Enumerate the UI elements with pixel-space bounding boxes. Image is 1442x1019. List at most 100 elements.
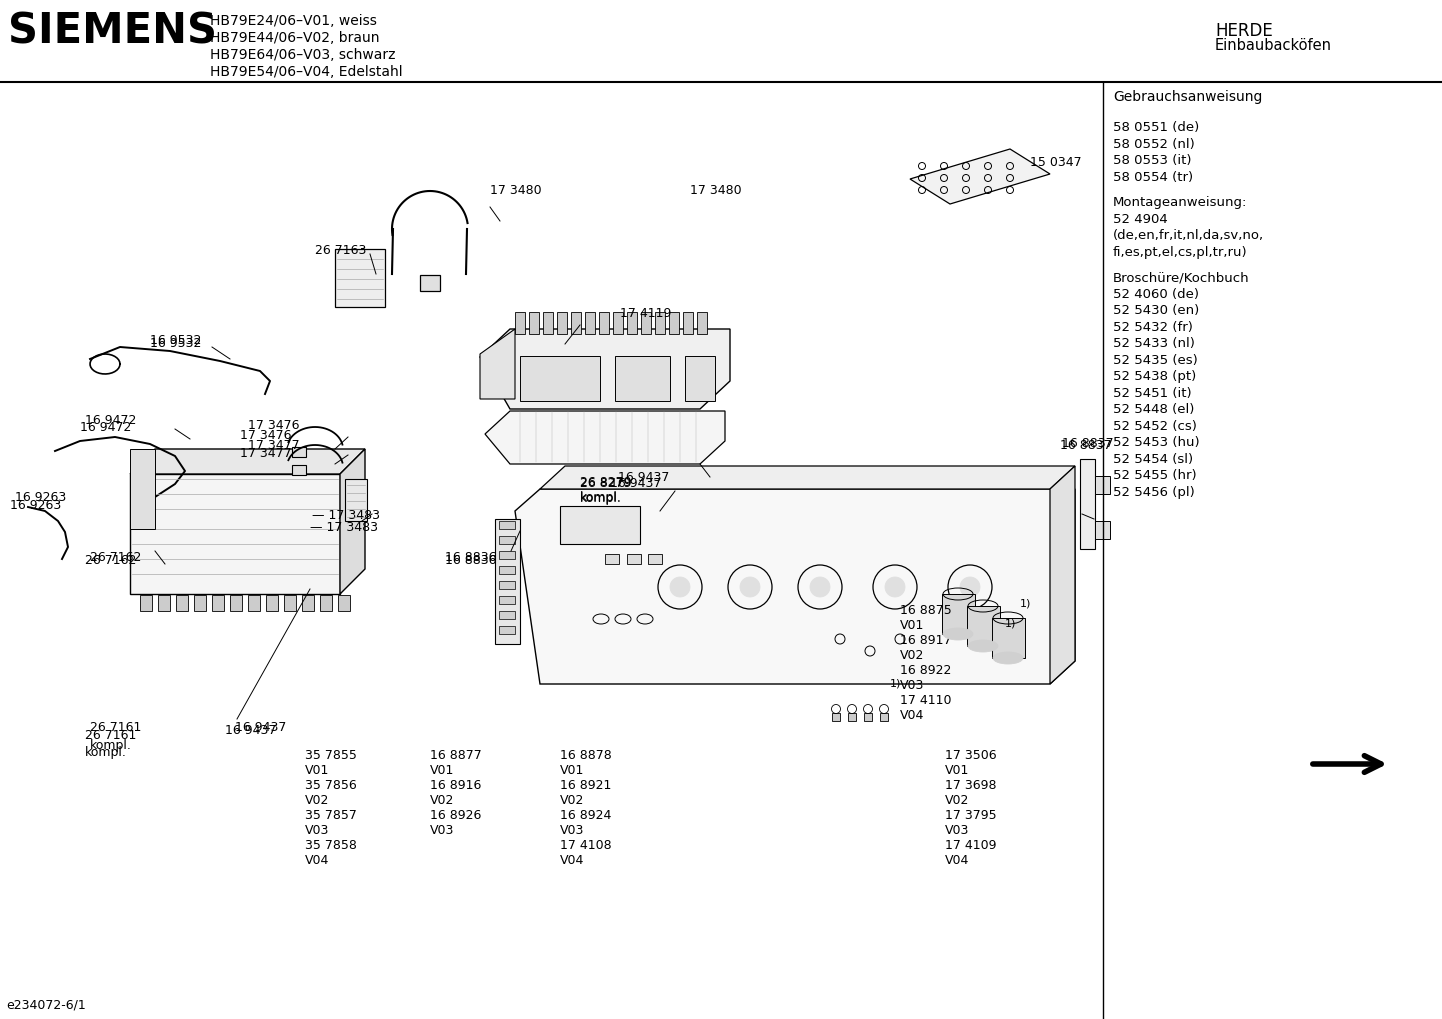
Text: 16 9263: 16 9263 xyxy=(10,499,61,512)
Text: 52 5433 (nl): 52 5433 (nl) xyxy=(1113,337,1195,351)
Text: — 17 3483: — 17 3483 xyxy=(311,510,381,522)
Polygon shape xyxy=(480,329,730,409)
Circle shape xyxy=(885,577,906,597)
Bar xyxy=(320,595,332,611)
Circle shape xyxy=(740,577,760,597)
Text: 58 0551 (de): 58 0551 (de) xyxy=(1113,121,1200,135)
Text: 16 9437: 16 9437 xyxy=(235,721,287,734)
Ellipse shape xyxy=(968,640,998,652)
Bar xyxy=(880,713,888,721)
Bar xyxy=(559,506,640,544)
Text: HB79E44/06–V02, braun: HB79E44/06–V02, braun xyxy=(211,31,379,45)
Text: 1): 1) xyxy=(890,679,901,689)
Text: Einbaubacköfen: Einbaubacköfen xyxy=(1216,38,1332,53)
Bar xyxy=(499,521,515,529)
Bar xyxy=(499,596,515,604)
Text: 16 9263: 16 9263 xyxy=(14,491,66,504)
Bar xyxy=(598,312,609,334)
Text: fi,es,pt,el,cs,pl,tr,ru): fi,es,pt,el,cs,pl,tr,ru) xyxy=(1113,246,1247,259)
Polygon shape xyxy=(130,449,154,529)
Bar xyxy=(337,595,350,611)
Bar xyxy=(571,312,581,334)
Bar xyxy=(684,312,694,334)
Polygon shape xyxy=(1050,466,1074,684)
Text: 17 3476: 17 3476 xyxy=(248,419,300,432)
Bar xyxy=(627,554,642,564)
Bar xyxy=(614,356,671,401)
Text: kompl.: kompl. xyxy=(580,491,622,504)
Bar xyxy=(195,595,206,611)
Circle shape xyxy=(960,577,981,597)
Bar xyxy=(1094,521,1110,539)
Bar xyxy=(669,312,679,334)
Text: HB79E64/06–V03, schwarz: HB79E64/06–V03, schwarz xyxy=(211,48,395,62)
Text: 16 8875
V01
16 8917
V02
16 8922
V03
17 4110
V04: 16 8875 V01 16 8917 V02 16 8922 V03 17 4… xyxy=(900,604,952,722)
Text: 52 4060 (de): 52 4060 (de) xyxy=(1113,287,1200,301)
Bar xyxy=(864,713,872,721)
Bar xyxy=(345,479,368,521)
Bar xyxy=(212,595,224,611)
Text: 16 8877
V01
16 8916
V02
16 8926
V03: 16 8877 V01 16 8916 V02 16 8926 V03 xyxy=(430,749,482,837)
Text: (de,en,fr,it,nl,da,sv,no,: (de,en,fr,it,nl,da,sv,no, xyxy=(1113,229,1265,243)
Bar xyxy=(265,595,278,611)
Polygon shape xyxy=(480,329,515,399)
Bar xyxy=(647,554,662,564)
Polygon shape xyxy=(539,466,1074,489)
Bar xyxy=(655,312,665,334)
Text: 52 5448 (el): 52 5448 (el) xyxy=(1113,404,1194,416)
Text: 52 4904: 52 4904 xyxy=(1113,213,1168,225)
Bar xyxy=(499,581,515,589)
Text: HERDE: HERDE xyxy=(1216,22,1273,40)
Text: 16 8837: 16 8837 xyxy=(1060,439,1112,452)
Text: 17 3480: 17 3480 xyxy=(490,184,542,197)
Polygon shape xyxy=(495,519,521,644)
Text: 17 3477: 17 3477 xyxy=(239,447,291,460)
Bar xyxy=(832,713,841,721)
Bar xyxy=(420,275,440,291)
Text: 16 9437: 16 9437 xyxy=(610,477,662,490)
Ellipse shape xyxy=(943,628,973,640)
Text: Montageanweisung:: Montageanweisung: xyxy=(1113,196,1247,209)
Bar xyxy=(231,595,242,611)
Bar xyxy=(529,312,539,334)
Text: 52 5432 (fr): 52 5432 (fr) xyxy=(1113,321,1193,334)
Text: 52 5430 (en): 52 5430 (en) xyxy=(1113,305,1200,317)
Text: kompl.: kompl. xyxy=(85,746,127,759)
Bar xyxy=(642,312,650,334)
Text: — 17 3483: — 17 3483 xyxy=(310,521,378,534)
Text: kompl.: kompl. xyxy=(580,492,622,505)
Text: 26 7162: 26 7162 xyxy=(85,554,137,567)
Text: 16 9532: 16 9532 xyxy=(150,334,202,347)
Text: 52 5456 (pl): 52 5456 (pl) xyxy=(1113,486,1195,498)
Text: 26 8279: 26 8279 xyxy=(580,477,632,490)
Bar xyxy=(606,554,619,564)
Ellipse shape xyxy=(994,652,1022,664)
Bar xyxy=(499,626,515,634)
Text: 26 7161: 26 7161 xyxy=(89,721,141,734)
Bar xyxy=(291,465,306,475)
Bar xyxy=(499,536,515,544)
Text: 26 7161: 26 7161 xyxy=(85,729,137,742)
Text: 26 7162: 26 7162 xyxy=(89,551,141,564)
Polygon shape xyxy=(485,411,725,464)
Text: 17 3480: 17 3480 xyxy=(691,184,741,197)
Bar xyxy=(248,595,260,611)
Bar xyxy=(291,447,306,457)
Text: 52 5454 (sl): 52 5454 (sl) xyxy=(1113,452,1194,466)
Text: 16 8836: 16 8836 xyxy=(446,551,496,564)
Text: 52 5451 (it): 52 5451 (it) xyxy=(1113,387,1191,399)
Text: 16 9437: 16 9437 xyxy=(619,471,669,484)
Text: 17 3477: 17 3477 xyxy=(248,439,300,452)
Bar xyxy=(1094,476,1110,494)
Text: 52 5453 (hu): 52 5453 (hu) xyxy=(1113,436,1200,449)
Polygon shape xyxy=(130,474,340,594)
Bar xyxy=(685,356,715,401)
Text: 26 7163: 26 7163 xyxy=(314,244,366,257)
Text: HB79E54/06–V04, Edelstahl: HB79E54/06–V04, Edelstahl xyxy=(211,65,402,79)
Text: 58 0553 (it): 58 0553 (it) xyxy=(1113,154,1191,167)
Polygon shape xyxy=(340,449,365,594)
Bar xyxy=(585,312,596,334)
Polygon shape xyxy=(335,249,385,307)
Text: 52 5452 (cs): 52 5452 (cs) xyxy=(1113,420,1197,433)
Bar xyxy=(696,312,707,334)
